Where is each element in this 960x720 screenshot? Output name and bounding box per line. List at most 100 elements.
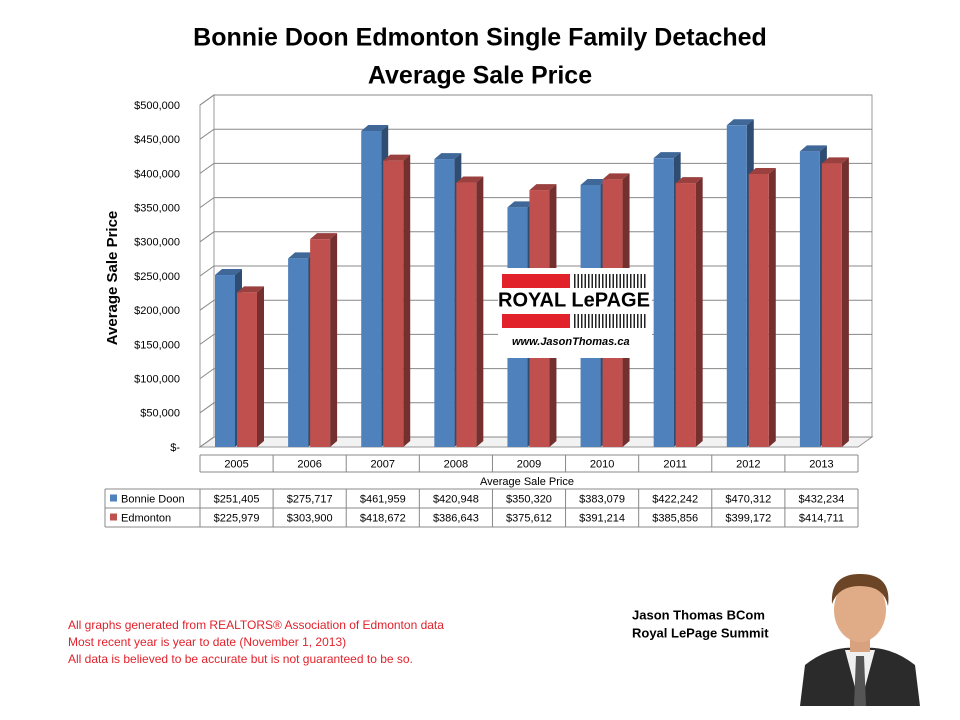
portrait: [797, 572, 921, 706]
logo: ROYAL LePAGE www.JasonThomas.ca: [498, 268, 652, 358]
logo-brand: ROYAL LePAGE: [498, 289, 650, 311]
grid-line: [199, 299, 872, 311]
table-value: $461,959: [360, 493, 406, 505]
y-tick-label: $300,000: [134, 237, 180, 249]
author-name: Jason Thomas BCom: [632, 607, 765, 622]
table-value: $399,172: [725, 512, 771, 524]
bar-top: [821, 157, 849, 164]
bar: [383, 160, 404, 447]
bar-top: [288, 252, 316, 259]
grid-line: [199, 333, 872, 345]
table-value: $386,643: [433, 512, 479, 524]
x-tick-label: 2013: [809, 458, 833, 470]
bar: [748, 173, 769, 447]
bar-top: [726, 119, 754, 126]
table-value: $422,242: [652, 493, 698, 505]
bar-top: [215, 269, 242, 276]
x-axis-label: Average Sale Price: [480, 476, 574, 488]
bar: [288, 258, 309, 447]
portrait-face: [834, 578, 886, 642]
y-axis-label: Average Sale Price: [104, 211, 121, 346]
table-value: $385,856: [652, 512, 698, 524]
bar-side: [330, 233, 338, 447]
footnote: All graphs generated from REALTORS® Asso…: [68, 618, 444, 632]
bar: [237, 292, 257, 447]
y-tick-label: $450,000: [134, 134, 180, 146]
table-value: $414,711: [799, 512, 844, 524]
bar: [434, 159, 455, 447]
bar-top: [310, 233, 338, 240]
bar-top: [361, 125, 389, 132]
logo-bar: [502, 314, 570, 328]
grid-line: [199, 402, 872, 414]
x-tick-label: 2005: [224, 458, 248, 470]
bar-side: [403, 154, 411, 447]
bar: [799, 151, 820, 448]
bar: [310, 239, 331, 447]
bar-top: [529, 184, 557, 191]
legend-label: Edmonton: [121, 512, 171, 524]
table-value: $418,672: [360, 512, 406, 524]
table-value: $383,079: [579, 493, 625, 505]
footnote: Most recent year is year to date (Novemb…: [68, 635, 346, 649]
footnote: All data is believed to be accurate but …: [68, 652, 413, 666]
bar-top: [748, 167, 776, 174]
table-value: $225,979: [214, 512, 260, 524]
y-tick-label: $150,000: [134, 339, 180, 351]
y-tick-label: $200,000: [134, 305, 180, 317]
y-tick-label: $100,000: [134, 374, 180, 386]
author-company: Royal LePage Summit: [632, 625, 769, 640]
table-value: $251,405: [214, 493, 260, 505]
y-tick-label: $500,000: [134, 100, 180, 112]
bar-top: [602, 173, 630, 180]
bar-top: [507, 201, 535, 208]
grid-line: [199, 265, 872, 277]
legend-swatch: [110, 494, 117, 502]
table-value: $391,214: [579, 512, 625, 524]
bar-side: [476, 176, 484, 447]
bar: [653, 158, 674, 448]
legend-swatch: [110, 513, 117, 521]
chart-title: Bonnie Doon Edmonton Single Family Detac…: [193, 24, 767, 52]
bar: [361, 131, 382, 447]
x-tick-label: 2008: [444, 458, 468, 470]
chart-subtitle: Average Sale Price: [368, 62, 592, 90]
bar-side: [257, 286, 264, 447]
table-value: $375,612: [506, 512, 552, 524]
y-tick-label: $-: [170, 442, 180, 454]
bar-side: [841, 157, 849, 447]
portrait-tie: [854, 656, 866, 706]
x-tick-label: 2007: [371, 458, 395, 470]
bar-top: [237, 286, 264, 293]
table-value: $470,312: [725, 493, 771, 505]
y-tick-label: $50,000: [140, 408, 180, 420]
bar-top: [653, 152, 681, 159]
grid-line: [199, 436, 872, 448]
table-value: $303,900: [287, 512, 333, 524]
grid-line: [199, 368, 872, 380]
x-tick-label: 2009: [517, 458, 541, 470]
bar-side: [768, 167, 776, 447]
bar: [675, 183, 696, 447]
x-tick-label: 2010: [590, 458, 614, 470]
x-tick-label: 2011: [663, 458, 687, 470]
x-tick-label: 2012: [736, 458, 760, 470]
grid-line: [199, 162, 872, 174]
table-value: $350,320: [506, 493, 552, 505]
table-value: $275,717: [287, 493, 333, 505]
y-tick-label: $250,000: [134, 271, 180, 283]
grid-line: [199, 94, 872, 106]
bar-top: [383, 154, 411, 161]
bar-top: [675, 177, 703, 184]
logo-url: www.JasonThomas.ca: [512, 336, 630, 348]
portrait-hair: [831, 574, 889, 606]
bar-top: [799, 145, 827, 152]
logo-bar: [502, 274, 570, 288]
grid-line: [199, 128, 872, 140]
y-tick-label: $400,000: [134, 168, 180, 180]
legend-label: Bonnie Doon: [121, 493, 185, 505]
bar-side: [695, 177, 703, 447]
bar-top: [580, 178, 608, 185]
table-value: $432,234: [798, 493, 844, 505]
